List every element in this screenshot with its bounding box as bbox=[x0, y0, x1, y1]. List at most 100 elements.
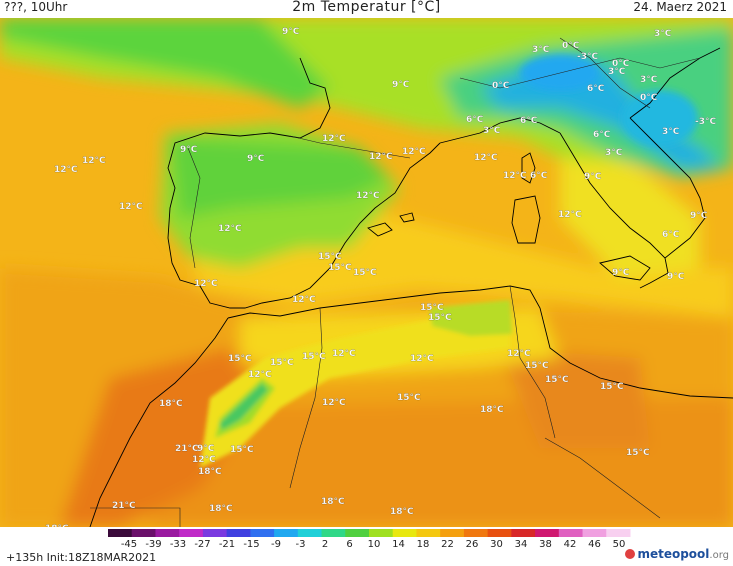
color-scale-bar bbox=[108, 529, 631, 537]
color-scale-segment bbox=[274, 529, 299, 537]
temperature-label: 3°C bbox=[532, 45, 550, 55]
temperature-label: 12°C bbox=[248, 370, 272, 380]
alps-borders bbox=[459, 37, 701, 109]
color-scale-segment bbox=[606, 529, 631, 537]
temperature-label: 12°C bbox=[218, 224, 242, 234]
hot-west-africa-zone bbox=[60, 348, 260, 527]
alps-core-cold bbox=[520, 55, 698, 146]
color-scale-tick: -33 bbox=[169, 539, 187, 550]
temperature-label: 12°C bbox=[322, 398, 346, 408]
sardinia-coastline bbox=[511, 195, 541, 244]
high-atlas-cold-patch bbox=[220, 383, 268, 430]
atlas-mountains bbox=[200, 300, 512, 468]
temperature-label: 9°C bbox=[392, 80, 410, 90]
temperature-label: 18°C bbox=[321, 497, 345, 507]
temperature-label: -3°C bbox=[695, 117, 716, 127]
green-top-band bbox=[0, 18, 330, 108]
adriatic-coastline bbox=[629, 47, 721, 119]
temperature-label: 15°C bbox=[600, 382, 624, 392]
temperature-label: 15°C bbox=[318, 252, 342, 262]
color-scale-segment bbox=[250, 529, 275, 537]
sicily-coastline bbox=[599, 255, 651, 281]
legend-footer: -45 -39 -33 -27 -21 -15 -9 -3 2 6 10 14 18 22 26 30 34 38… bbox=[0, 527, 733, 566]
temperature-label: 3°C bbox=[608, 67, 626, 77]
temperature-label: 15°C bbox=[353, 268, 377, 278]
temperature-label: 12°C bbox=[192, 455, 216, 465]
color-scale-tick: -27 bbox=[194, 539, 211, 550]
temperature-label: 15°C bbox=[230, 445, 254, 455]
temperature-label: 15°C bbox=[428, 313, 452, 323]
logo-icon bbox=[625, 549, 636, 559]
color-scale-tick: 18 bbox=[416, 539, 430, 550]
color-scale-segment bbox=[108, 529, 133, 537]
temperature-label: 9°C bbox=[247, 154, 265, 164]
temperature-label: 9°C bbox=[180, 145, 198, 155]
morocco-atlantic-coastline bbox=[89, 317, 229, 527]
temperature-label: 15°C bbox=[302, 352, 326, 362]
temperature-label: 15°C bbox=[397, 393, 421, 403]
italy-mild-zone bbox=[560, 138, 700, 278]
temperature-label: 9°C bbox=[282, 27, 300, 37]
temperature-label: 6°C bbox=[587, 84, 605, 94]
pyrenees-border bbox=[289, 135, 411, 159]
color-scale-tick: -21 bbox=[218, 539, 236, 550]
temperature-label: 6°C bbox=[466, 115, 484, 125]
forecast-date: 24. Maerz 2021 bbox=[633, 0, 727, 14]
temperature-label: 15°C bbox=[328, 263, 352, 273]
color-scale-segment bbox=[487, 529, 512, 537]
tell-atlas-green-patch bbox=[430, 300, 512, 336]
western-sahara-border bbox=[90, 507, 181, 527]
temperature-label: -3°C bbox=[577, 52, 598, 62]
corsica-coastline bbox=[521, 152, 536, 184]
morocco-algeria-border bbox=[289, 307, 323, 489]
iberia-coastline bbox=[167, 57, 441, 309]
temperature-label: 12°C bbox=[402, 147, 426, 157]
color-scale-segment bbox=[558, 529, 584, 537]
color-scale-tick: -45 bbox=[120, 539, 138, 550]
italy-coastline bbox=[559, 117, 706, 289]
temperature-label: 12°C bbox=[474, 153, 498, 163]
logo-text: meteopool bbox=[637, 547, 710, 561]
temperature-label: 12°C bbox=[82, 156, 106, 166]
france-med-coastline bbox=[439, 117, 561, 144]
temperature-map: 9°C3°C 0°C-3°C3°C0°C3°C9°C 0°C 6°C3°C0°C6°C… bbox=[0, 18, 733, 527]
temperature-label: 0°C bbox=[612, 59, 630, 69]
temperature-label: 9°C bbox=[197, 444, 215, 454]
temperature-label: 21°C bbox=[175, 444, 199, 454]
temperature-label: 0°C bbox=[562, 41, 580, 51]
map-title: 2m Temperatur [°C] bbox=[292, 0, 441, 15]
color-scale-segment bbox=[155, 529, 180, 537]
temperature-label: 12°C bbox=[119, 202, 143, 212]
iberia-green-north bbox=[170, 138, 390, 218]
color-scale-segment bbox=[345, 529, 370, 537]
temperature-label: 12°C bbox=[410, 354, 434, 364]
temperature-label: 12°C bbox=[558, 210, 582, 220]
temperature-label: 9°C bbox=[667, 272, 685, 282]
color-scale-segment bbox=[392, 529, 417, 537]
meteopool-logo[interactable]: meteopool.org bbox=[625, 547, 729, 561]
alps-cold-ellipse-2 bbox=[622, 90, 698, 146]
color-scale-segment bbox=[582, 529, 607, 537]
temperature-label: 18°C bbox=[45, 524, 69, 527]
temperature-label: 3°C bbox=[654, 29, 672, 39]
color-scale-segment bbox=[226, 529, 251, 537]
temperature-label: 15°C bbox=[545, 375, 569, 385]
temperature-label: 3°C bbox=[483, 126, 501, 136]
color-scale-tick: -39 bbox=[145, 539, 162, 550]
temperature-label: 18°C bbox=[159, 399, 183, 409]
color-scale-segment bbox=[131, 529, 156, 537]
temperature-label: 15°C bbox=[420, 303, 444, 313]
color-scale-segment bbox=[416, 529, 441, 537]
temperature-label: 21°C bbox=[112, 501, 136, 511]
temperature-label: 15°C bbox=[525, 361, 549, 371]
color-scale-tick: 38 bbox=[539, 539, 552, 550]
temperature-label: 0°C bbox=[492, 81, 510, 91]
temperature-label: 15°C bbox=[228, 354, 252, 364]
temperature-label: 3°C bbox=[605, 148, 623, 158]
temperature-label: 12°C bbox=[194, 279, 218, 289]
temperature-labels: 9°C3°C 0°C-3°C3°C0°C3°C9°C 0°C 6°C3°C0°C6°C… bbox=[45, 27, 717, 527]
temperature-label: 3°C bbox=[662, 127, 680, 137]
libya-hot-zone bbox=[500, 348, 650, 448]
color-scale-tick: 2 bbox=[321, 539, 329, 550]
color-scale-tick: 10 bbox=[367, 539, 381, 550]
